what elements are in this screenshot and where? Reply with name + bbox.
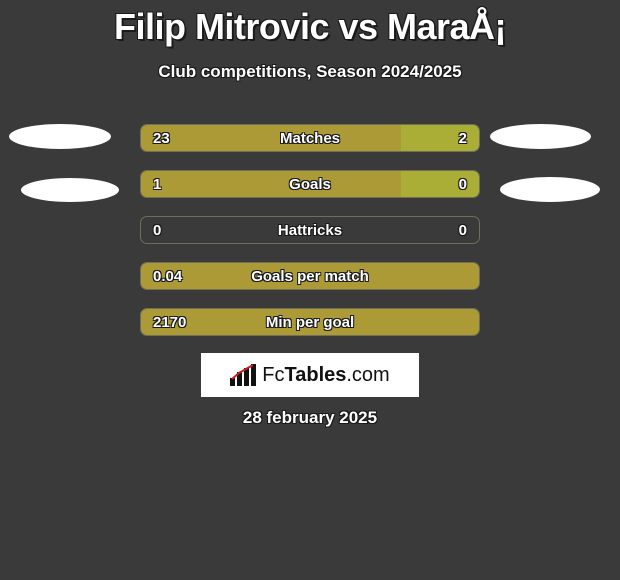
bars-icon	[230, 364, 258, 386]
stat-row: 00Hattricks	[140, 216, 480, 244]
row-label: Min per goal	[141, 309, 479, 336]
avatar-ellipse	[500, 177, 600, 202]
avatar-ellipse	[21, 178, 119, 202]
row-label: Goals per match	[141, 263, 479, 290]
page-title: Filip Mitrovic vs MaraÅ¡	[0, 0, 620, 48]
logo-text: FcTables.com	[262, 364, 389, 387]
stat-row: 10Goals	[140, 170, 480, 198]
stat-row: 232Matches	[140, 124, 480, 152]
row-label: Goals	[141, 171, 479, 198]
row-label: Matches	[141, 125, 479, 152]
fctables-logo: FcTables.com	[201, 353, 419, 397]
stat-row: 0.04Goals per match	[140, 262, 480, 290]
comparison-rows: 232Matches 10Goals 00Hattricks 0.04Goals pe…	[140, 124, 480, 354]
avatar-ellipse	[490, 124, 591, 149]
row-label: Hattricks	[141, 217, 479, 244]
stat-row: 2170Min per goal	[140, 308, 480, 336]
snapshot-date: 28 february 2025	[0, 408, 620, 428]
avatar-ellipse	[9, 124, 111, 149]
page-subtitle: Club competitions, Season 2024/2025	[0, 62, 620, 82]
